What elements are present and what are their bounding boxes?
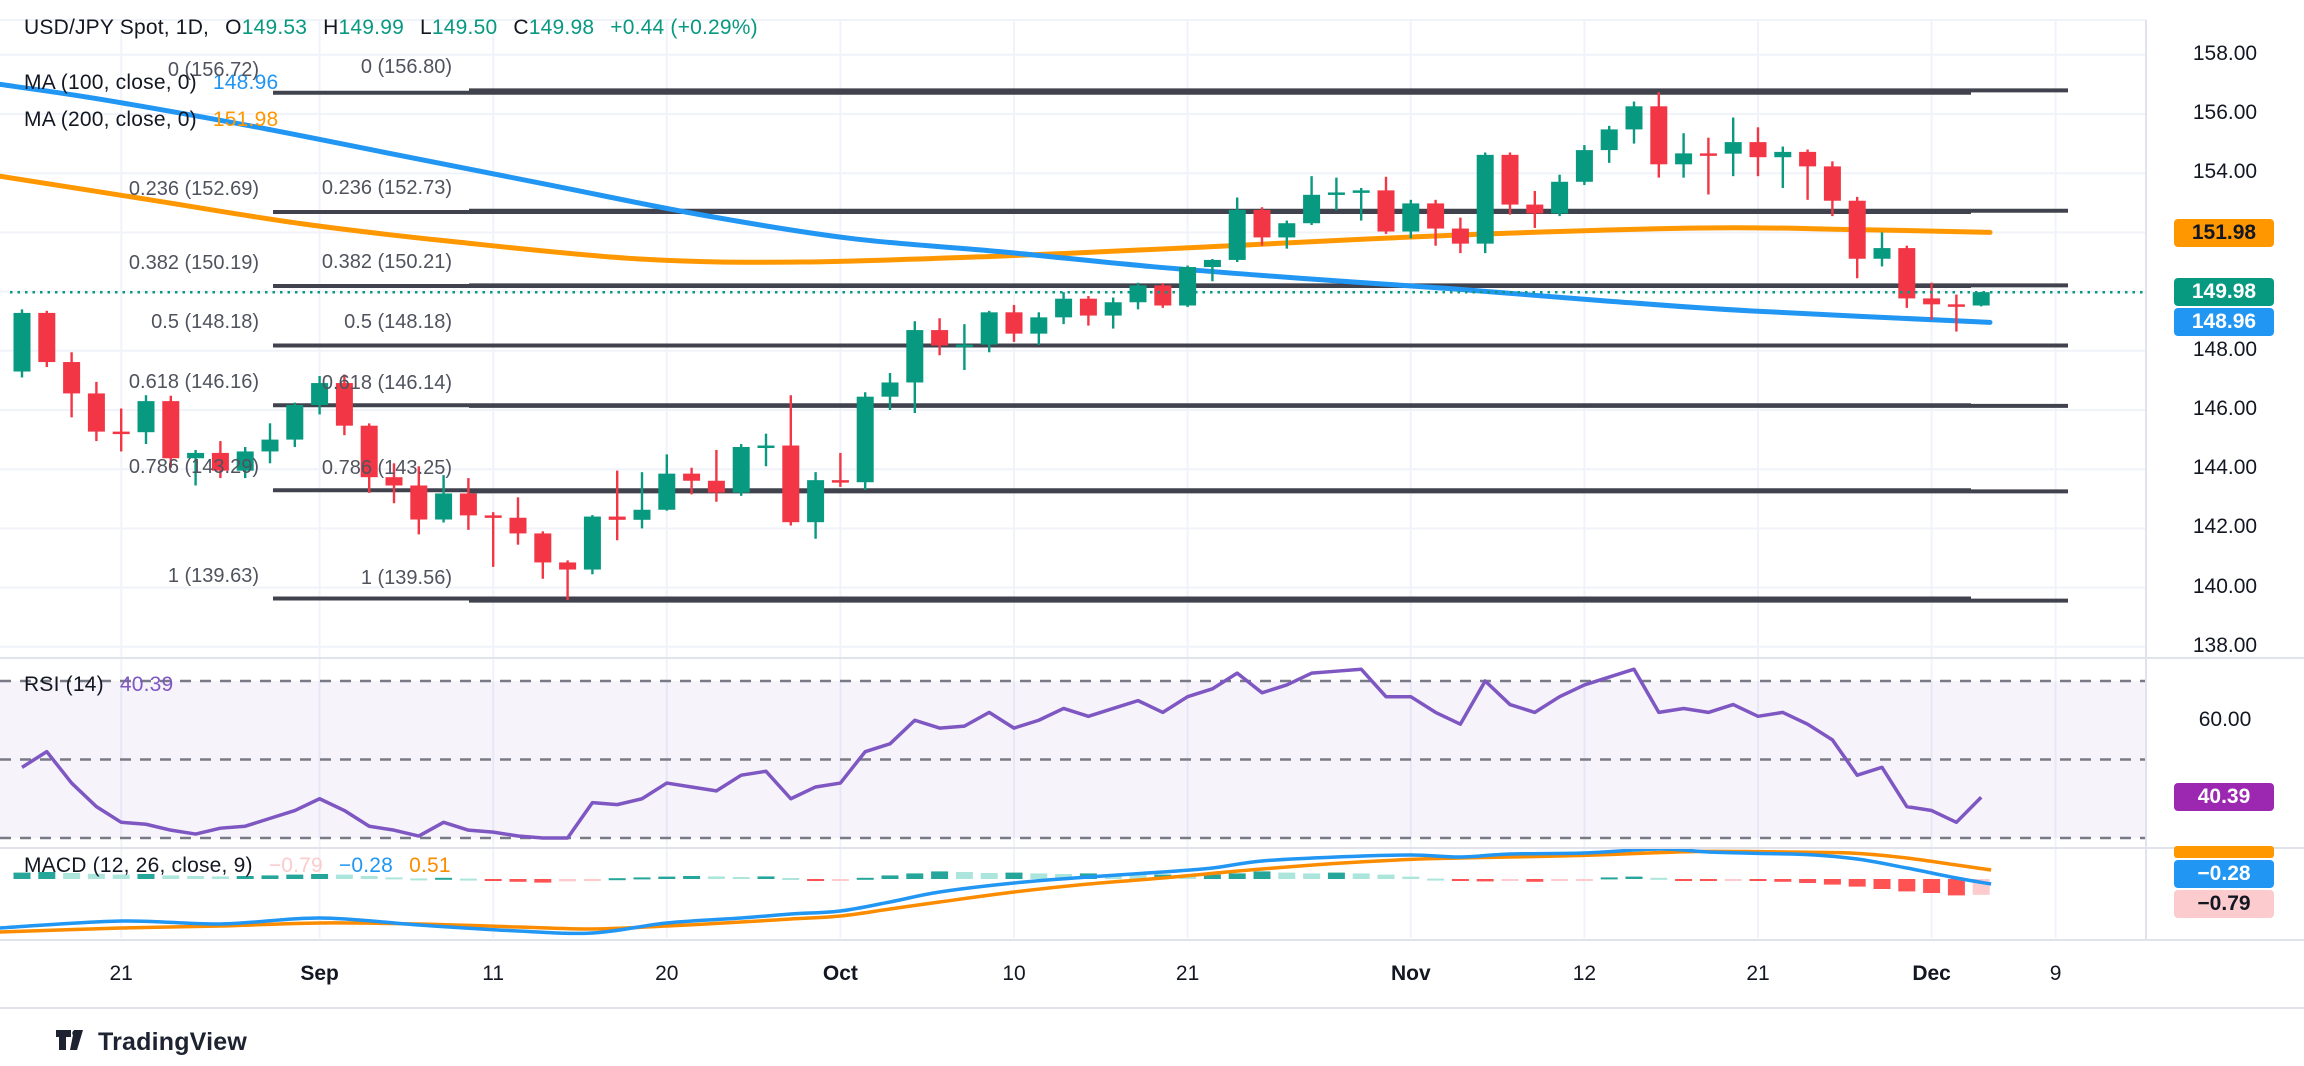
time-axis-label[interactable]: 9 [2049,962,2062,985]
macd-label: MACD (12, 26, close, 9) [24,854,253,877]
ma100-legend[interactable]: MA (100, close, 0) 148.96 [24,71,278,95]
time-axis-label[interactable]: 21 [1746,962,1770,985]
macd-line-badge: −0.28 [2174,860,2274,888]
macd-hist-value: −0.79 [268,854,323,877]
ohlc-low-label: L [420,16,432,39]
fib-level-label[interactable]: 0.382 (150.19) [128,251,259,274]
price-axis-label[interactable]: 156.00 [2192,101,2258,124]
macd-signal-value: 0.51 [409,854,451,877]
price-axis-label[interactable]: 158.00 [2192,41,2258,65]
pane-separators [0,20,2304,1009]
macd-hist-badge: −0.79 [2174,890,2274,918]
price-badge: 151.98 [2174,218,2274,247]
ohlc-close-value: 149.98 [528,16,595,39]
price-axis-label[interactable]: 146.00 [2192,397,2258,420]
moving-averages [0,81,1993,325]
fib-level-label[interactable]: 0.382 (150.21) [321,251,452,274]
time-axis-label[interactable]: Nov [1390,962,1431,985]
price-axis-label[interactable]: 140.00 [2192,574,2258,598]
time-axis-label[interactable]: 12 [1572,962,1597,985]
time-axis-label[interactable]: 21 [1175,962,1200,985]
price-axis-label[interactable]: 148.00 [2192,337,2258,361]
time-axis-label[interactable]: Oct [822,962,858,985]
time-axis-label[interactable]: Sep [300,962,339,985]
ohlc-open-value: 149.53 [241,16,308,39]
time-axis-label[interactable]: 10 [1002,962,1026,985]
fib-level-label[interactable]: 1 (139.56) [360,566,452,589]
fib-level-label[interactable]: 0.236 (152.73) [321,176,452,199]
ma100-value: 148.96 [212,71,279,94]
price-badge: 148.96 [2174,308,2274,337]
time-axis-label[interactable]: 21 [109,962,133,985]
ma100-label: MA (100, close, 0) [24,71,197,94]
rsi-pane [0,679,2146,840]
symbol-title: USD/JPY Spot, 1D, [24,16,210,39]
fib-level-label[interactable]: 0 (156.80) [360,56,452,79]
rsi-line [21,667,1983,840]
ohlc-open-label: O [225,16,242,39]
rsi-label: RSI (14) [24,673,104,696]
tradingview-logo-icon [56,1030,83,1050]
ohlc-high-label: H [323,16,339,39]
price-axis-label[interactable]: 154.00 [2192,160,2258,184]
price-badge: 149.98 [2174,278,2274,307]
price-axis-label[interactable]: 142.00 [2192,515,2258,539]
symbol-legend[interactable]: USD/JPY Spot, 1D, O149.53 H149.99 L149.5… [24,16,758,40]
grid [0,19,2146,938]
macd-legend[interactable]: MACD (12, 26, close, 9) −0.79 −0.28 0.51 [24,854,451,878]
fib-level-label[interactable]: 0.5 (148.18) [151,311,259,334]
fib-level-label[interactable]: 0 (156.72) [167,58,259,81]
rsi-legend[interactable]: RSI (14) 40.39 [24,673,173,697]
tradingview-logo[interactable]: TradingView [55,1026,247,1058]
ohlc-high-value: 149.99 [338,16,404,39]
fib-level-label[interactable]: 0.786 (143.29) [128,456,259,479]
ohlc-close-label: C [513,16,529,39]
candlestick-series [13,92,1990,601]
macd-signal-badge [2174,846,2274,858]
rsi-axis-label[interactable]: 60.00 [2198,708,2252,731]
fib-retracements [273,88,2068,603]
fib-level-label[interactable]: 0.236 (152.69) [128,177,259,200]
price-axis-label[interactable]: 138.00 [2192,633,2258,657]
price-axis-label[interactable]: 144.00 [2192,456,2258,480]
rsi-value: 40.39 [119,673,174,696]
ma200-value: 151.98 [212,108,279,131]
change-value: +0.44 (+0.29%) [610,16,758,39]
time-axis-label[interactable]: 11 [482,962,505,985]
time-axis-label[interactable]: 20 [655,962,679,985]
tradingview-logo-text: TradingView [98,1027,248,1056]
time-axis-label[interactable]: Dec [1912,962,1951,985]
fib-level-label[interactable]: 0.618 (146.16) [128,371,259,394]
ma200-legend[interactable]: MA (200, close, 0) 151.98 [24,108,278,132]
fib-level-label[interactable]: 0.786 (143.25) [321,457,452,480]
ma200-label: MA (200, close, 0) [24,108,197,131]
macd-line-value: −0.28 [338,854,394,877]
fib-level-label[interactable]: 0.5 (148.18) [344,311,452,334]
rsi-value-badge: 40.39 [2174,783,2274,811]
fib-level-label[interactable]: 1 (139.63) [167,564,259,587]
ohlc-low-value: 149.50 [431,16,498,39]
macd-pane [0,847,1992,936]
fib-level-label[interactable]: 0.618 (146.14) [321,371,452,394]
